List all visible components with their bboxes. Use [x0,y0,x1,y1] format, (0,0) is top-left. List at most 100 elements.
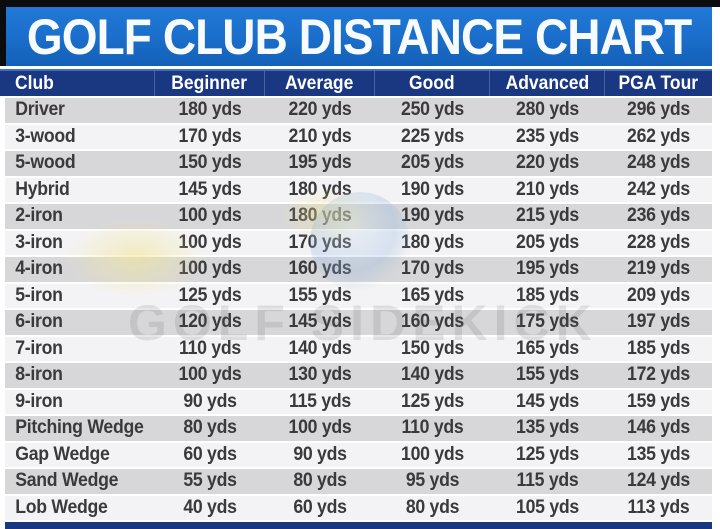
distance-cell: 190 yds [401,205,464,227]
distance-cell: 195 yds [288,152,352,174]
distance-cell: 209 yds [627,284,690,306]
distance-cell: 180 yds [288,178,352,200]
distance-cell: 55 yds [183,470,237,492]
distance-cell: 242 yds [627,178,690,200]
club-name-cell: 4-iron [15,258,63,280]
distance-cell: 205 yds [401,152,464,174]
distance-cell: 125 yds [401,390,464,412]
distance-cell: 180 yds [401,231,464,253]
table-row: Lob Wedge 40 yds 60 yds 80 yds 105 yds 113 yd… [5,493,712,520]
distance-cell: 280 yds [516,99,579,121]
distance-cell: 125 yds [516,443,579,465]
distance-cell: 210 yds [516,178,579,200]
distance-cell: 235 yds [516,125,579,147]
table-row: 4-iron 100 yds 160 yds 170 yds 195 yds 219 yd… [5,255,712,282]
distance-cell: 225 yds [401,125,464,147]
club-name-cell: 2-iron [15,205,63,227]
distance-cell: 160 yds [401,311,464,333]
table-row: 3-wood 170 yds 210 yds 225 yds 235 yds 262 yd… [5,122,712,149]
distance-cell: 170 yds [288,231,352,253]
table-header: Club Beginner Average Good Advanced PGA … [0,69,712,96]
top-border [0,0,720,7]
distance-cell: 210 yds [288,125,352,147]
club-name-cell: Hybrid [15,178,70,200]
distance-cell: 135 yds [516,417,579,439]
distance-cell: 145 yds [516,390,579,412]
distance-cell: 80 yds [293,470,347,492]
distance-cell: 262 yds [627,125,690,147]
table-row: 6-iron 120 yds 145 yds 160 yds 175 yds 197 yd… [5,308,712,335]
column-header-good: Good [375,71,490,96]
table-row: Sand Wedge 55 yds 80 yds 95 yds 115 yds 124 y… [5,467,712,494]
distance-cell: 195 yds [516,258,579,280]
distance-cell: 120 yds [178,311,242,333]
distance-cell: 180 yds [178,99,242,121]
distance-cell: 90 yds [183,390,237,412]
club-name-cell: 5-iron [15,284,63,306]
table-row: 3-iron 100 yds 170 yds 180 yds 205 yds 228 yd… [5,228,712,255]
distance-cell: 172 yds [627,364,690,386]
club-name-cell: 6-iron [15,311,63,333]
distance-cell: 100 yds [288,417,352,439]
club-name-cell: 3-iron [15,231,63,253]
table-row: Driver 180 yds 220 yds 250 yds 280 yds 296 yd… [5,96,712,123]
distance-cell: 145 yds [288,311,352,333]
distance-cell: 100 yds [401,443,464,465]
distance-cell: 60 yds [293,496,347,518]
column-header-club: Club [5,71,155,96]
club-name-cell: 8-iron [15,364,63,386]
distance-cell: 130 yds [288,364,352,386]
distance-cell: 145 yds [178,178,242,200]
page-title: GOLF CLUB DISTANCE CHART [26,8,692,65]
distance-cell: 115 yds [289,390,351,412]
distance-cell: 180 yds [288,205,352,227]
distance-cell: 170 yds [178,125,242,147]
distance-cell: 105 yds [516,496,579,518]
table-row: Pitching Wedge 80 yds 100 yds 110 yds 135 yd… [5,414,712,441]
table-row: Hybrid 145 yds 180 yds 190 yds 210 yds 242 yd… [5,175,712,202]
distance-cell: 150 yds [401,337,464,359]
distance-cell: 175 yds [516,311,579,333]
column-header-average: Average [265,71,375,96]
distance-cell: 100 yds [178,258,242,280]
distance-cell: 165 yds [516,337,579,359]
distance-cell: 155 yds [288,284,352,306]
distance-cell: 219 yds [627,258,690,280]
distance-cell: 146 yds [627,417,690,439]
distance-cell: 150 yds [178,152,242,174]
distance-cell: 100 yds [178,231,242,253]
distance-cell: 140 yds [401,364,464,386]
column-header-beginner: Beginner [155,71,265,96]
club-name-cell: 7-iron [15,337,63,359]
distance-cell: 165 yds [401,284,464,306]
club-name-cell: Gap Wedge [15,443,110,465]
club-name-cell: 5-wood [15,152,76,174]
distance-cell: 155 yds [516,364,579,386]
distance-cell: 115 yds [516,470,579,492]
table-row: 8-iron 100 yds 130 yds 140 yds 155 yds 172 yd… [5,361,712,388]
distance-cell: 124 yds [627,470,690,492]
distance-cell: 140 yds [288,337,352,359]
distance-cell: 60 yds [183,443,237,465]
distance-cell: 110 yds [179,337,241,359]
distance-cell: 125 yds [178,284,242,306]
column-header-advanced: Advanced [490,71,605,96]
distance-cell: 190 yds [401,178,464,200]
table-row: 9-iron 90 yds 115 yds 125 yds 145 yds 159 yds [5,387,712,414]
distance-cell: 185 yds [516,284,579,306]
distance-cell: 220 yds [288,99,352,121]
distance-cell: 197 yds [627,311,690,333]
club-name-cell: Driver [15,99,65,121]
distance-cell: 220 yds [516,152,579,174]
club-name-cell: 9-iron [15,390,63,412]
distance-cell: 215 yds [516,205,579,227]
distance-cell: 296 yds [627,99,690,121]
bottom-border [5,522,712,529]
club-name-cell: 3-wood [15,125,76,147]
table-row: Gap Wedge 60 yds 90 yds 100 yds 125 yds 135 y… [5,440,712,467]
distance-cell: 236 yds [627,205,690,227]
table-row: 7-iron 110 yds 140 yds 150 yds 165 yds 185 yd… [5,334,712,361]
distance-cell: 135 yds [627,443,690,465]
distance-cell: 95 yds [405,470,460,492]
